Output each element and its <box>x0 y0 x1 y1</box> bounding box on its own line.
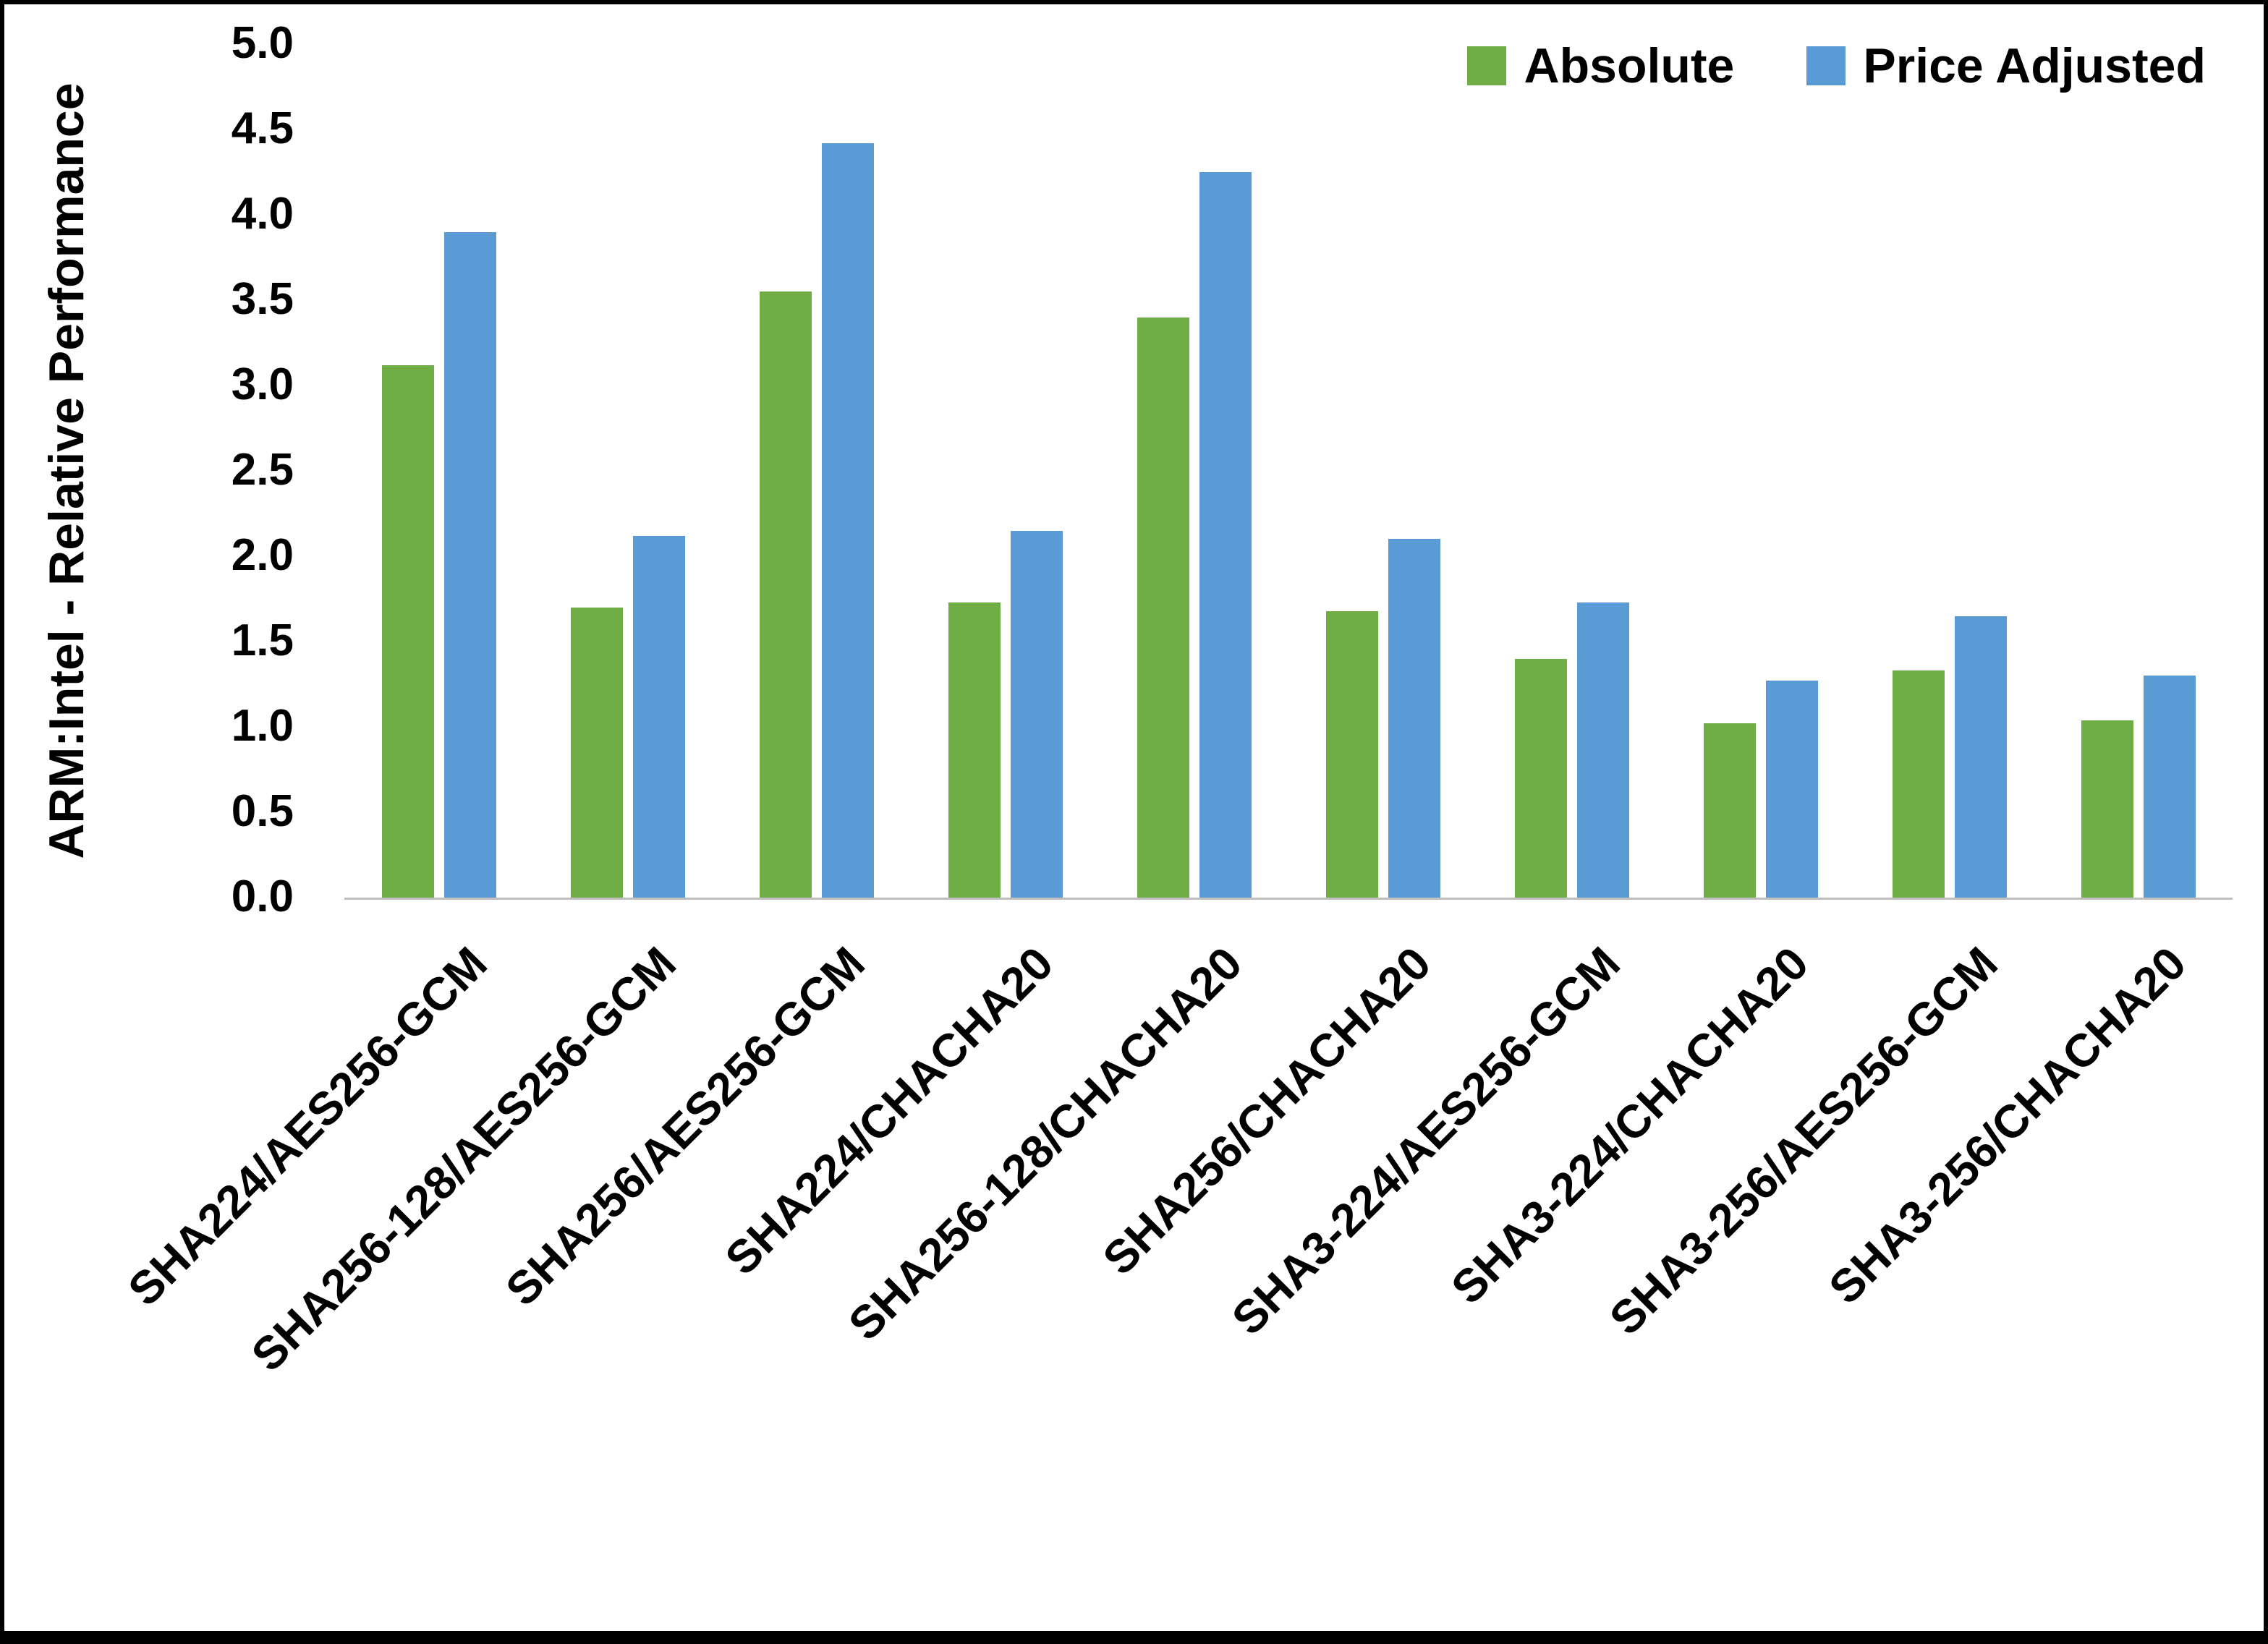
absolute-swatch-icon <box>1467 46 1507 85</box>
y-axis-ticks: 0.0 0.5 1.0 1.5 2.0 2.5 3.0 3.5 4.0 4.5 5.0 <box>4 20 323 919</box>
bar-absolute <box>570 607 623 898</box>
bar-price-adjusted <box>1388 539 1440 898</box>
bars-layer <box>344 44 2233 898</box>
bar-price-adjusted <box>821 142 874 898</box>
y-axis-tick-label: 3.0 <box>231 359 294 409</box>
y-axis-tick-label: 4.5 <box>231 103 294 153</box>
x-axis-label: SHA256/CHACHA20 <box>1092 937 1441 1285</box>
x-axis-label: SHA224/CHACHA20 <box>715 937 1063 1285</box>
x-axis-label: SHA3-256/CHACHA20 <box>1819 937 2196 1314</box>
x-axis-label: SHA3-256/AES256-GCM <box>1599 937 2008 1345</box>
y-axis-tick-label: 1.0 <box>231 700 294 751</box>
bar-absolute <box>1137 317 1189 898</box>
legend-label-absolute: Absolute <box>1524 38 1735 93</box>
bar-absolute <box>381 365 434 898</box>
y-axis-tick-label: 2.5 <box>231 444 294 495</box>
bar-price-adjusted <box>632 535 685 898</box>
bar-price-adjusted <box>1576 602 1629 898</box>
bar-absolute <box>1514 658 1567 898</box>
legend-label-price-adjusted: Price Adjusted <box>1863 38 2206 93</box>
price-adjusted-swatch-icon <box>1806 46 1846 85</box>
x-axis-label: SHA256-128/CHACHA20 <box>838 937 1252 1350</box>
x-axis-label: SHA3-224/CHACHA20 <box>1441 937 1819 1314</box>
x-axis-label: SHA224/AES256-GCM <box>117 937 497 1316</box>
bar-price-adjusted <box>443 231 496 898</box>
bar-price-adjusted <box>1954 616 2007 898</box>
bar-price-adjusted <box>1010 530 1063 898</box>
y-axis-tick-label: 5.0 <box>231 17 294 68</box>
bar-absolute <box>948 602 1001 898</box>
y-axis-tick-label: 4.0 <box>231 188 294 239</box>
bar-absolute <box>2081 720 2133 898</box>
bar-absolute <box>1892 670 1945 898</box>
y-axis-tick-label: 0.5 <box>231 785 294 836</box>
plot-area <box>344 44 2233 900</box>
x-axis-label: SHA256/AES256-GCM <box>495 937 875 1316</box>
y-axis-tick-label: 1.5 <box>231 615 294 665</box>
legend: Absolute Price Adjusted <box>1467 38 2206 94</box>
y-axis-tick-label: 2.0 <box>231 529 294 580</box>
legend-item-price-adjusted: Price Adjusted <box>1806 38 2206 94</box>
bar-absolute <box>1703 723 1756 898</box>
y-axis-tick-label: 3.5 <box>231 273 294 324</box>
y-axis-tick-label: 0.0 <box>231 871 294 921</box>
x-axis-labels: SHA224/AES256-GCM SHA256-128/AES256-GCM SH… <box>118 917 2233 1604</box>
bar-price-adjusted <box>2143 676 2196 898</box>
bar-price-adjusted <box>1765 681 1818 898</box>
bar-absolute <box>759 291 812 898</box>
bar-price-adjusted <box>1199 172 1252 898</box>
legend-item-absolute: Absolute <box>1467 38 1734 94</box>
x-axis-label: SHA3-224/AES256-GCM <box>1221 937 1630 1345</box>
bar-absolute <box>1325 610 1378 898</box>
